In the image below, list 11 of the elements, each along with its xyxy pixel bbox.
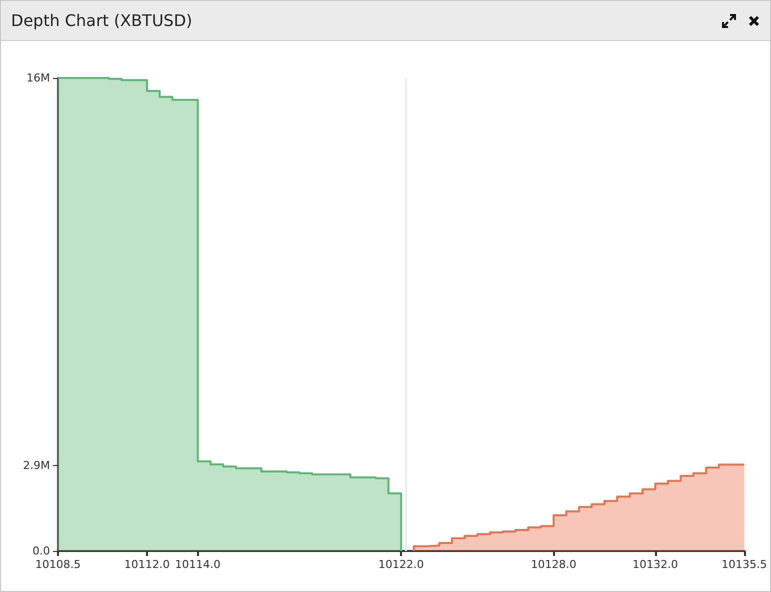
x-tick-label: 10135.5 <box>722 558 768 571</box>
y-tick-label: 2.9M <box>23 458 50 472</box>
y-tick-label: 0.0 <box>32 544 50 558</box>
x-tick-label: 10128.0 <box>530 558 576 571</box>
x-tick-label: 10112.0 <box>124 558 170 571</box>
y-tick-label: 16M <box>26 72 50 84</box>
chart-title: Depth Chart (XBTUSD) <box>11 11 192 30</box>
x-tick-label: 10122.0 <box>378 558 424 571</box>
x-tick-label: 10114.0 <box>175 558 221 571</box>
x-tick-label: 10132.0 <box>632 558 678 571</box>
x-tick-label: 10108.5 <box>35 558 81 571</box>
